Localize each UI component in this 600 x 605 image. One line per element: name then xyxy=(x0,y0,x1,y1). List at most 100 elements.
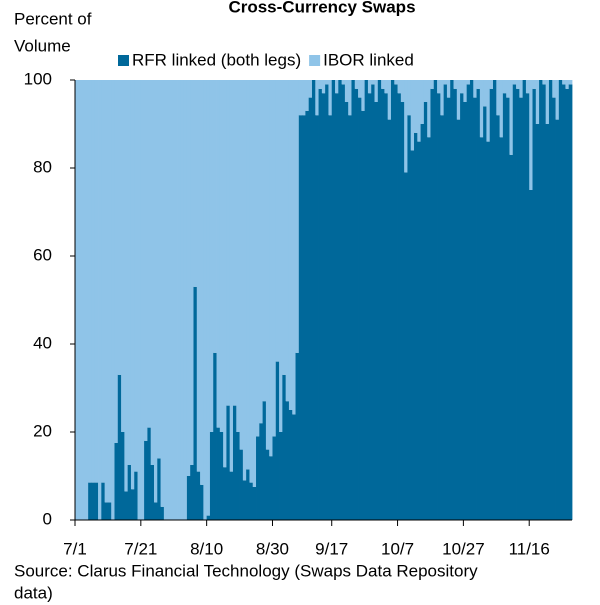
bar-segment xyxy=(186,80,191,476)
bar-segment xyxy=(335,93,339,520)
bar-segment xyxy=(417,80,421,142)
bar-segment xyxy=(440,80,445,116)
bar-segment xyxy=(153,502,158,520)
bar-segment xyxy=(489,88,494,521)
bar-segment xyxy=(252,487,257,520)
bar-segment xyxy=(548,80,553,520)
bar-segment xyxy=(387,80,392,120)
bar-segment xyxy=(249,80,254,483)
bar-segment xyxy=(91,80,96,483)
bar-segment xyxy=(292,414,296,520)
bar-segment xyxy=(456,119,461,520)
bar-segment xyxy=(344,102,349,520)
bar-segment xyxy=(206,80,211,516)
bar-segment xyxy=(384,93,389,520)
bar-segment xyxy=(265,449,270,520)
bar-segment xyxy=(371,80,375,85)
bar-segment xyxy=(157,458,161,520)
bar-segment xyxy=(150,80,155,465)
bar-segment xyxy=(555,80,560,120)
bar-segment xyxy=(282,374,287,520)
bar-segment xyxy=(358,80,362,98)
bar-segment xyxy=(506,97,510,520)
bar-segment xyxy=(502,93,507,520)
bar-segment xyxy=(552,80,556,98)
bar-segment xyxy=(325,84,329,521)
bar-segment xyxy=(282,80,287,375)
bar-segment xyxy=(216,427,221,520)
y-tick-label: 80 xyxy=(33,157,52,176)
bar-segment xyxy=(101,80,106,483)
bar-segment xyxy=(285,401,290,520)
x-tick-label: 7/1 xyxy=(63,539,87,558)
bar-segment xyxy=(430,88,435,521)
bar-segment xyxy=(308,80,313,98)
bar-segment xyxy=(529,190,533,520)
bar-segment xyxy=(88,80,92,483)
bar-segment xyxy=(381,80,385,89)
bar-segment xyxy=(219,80,224,432)
bar-segment xyxy=(223,467,227,520)
bar-segment xyxy=(532,80,537,89)
bar-segment xyxy=(476,88,481,521)
bar-segment xyxy=(305,110,310,521)
bar-segment xyxy=(104,80,109,503)
bar-segment xyxy=(190,80,194,465)
bar-segment xyxy=(473,80,477,98)
bar-segment xyxy=(177,80,181,520)
bar-segment xyxy=(450,80,454,520)
bar-segment xyxy=(417,141,421,520)
legend-swatch xyxy=(118,55,129,66)
bar-segment xyxy=(335,80,339,94)
bar-segment xyxy=(272,436,277,520)
bar-segment xyxy=(404,172,408,520)
bar-segment xyxy=(414,132,418,521)
bar-segment xyxy=(153,80,158,503)
bar-segment xyxy=(302,80,306,116)
bar-segment xyxy=(427,80,431,138)
bar-segment xyxy=(144,80,148,441)
legend-label: RFR linked (both legs) xyxy=(132,50,301,69)
bar-segment xyxy=(262,401,267,520)
bar-segment xyxy=(400,102,405,520)
bar-segment xyxy=(318,80,323,89)
bar-segment xyxy=(354,80,359,89)
bar-segment xyxy=(94,80,99,483)
y-tick-label: 100 xyxy=(24,69,52,88)
bar-segment xyxy=(196,80,201,472)
bar-segment xyxy=(94,482,99,520)
bar-segment xyxy=(256,436,260,520)
bar-segment xyxy=(516,80,520,89)
bar-segment xyxy=(239,449,244,520)
bar-segment xyxy=(404,80,408,173)
bar-segment xyxy=(565,88,570,521)
bar-segment xyxy=(186,476,191,520)
bar-segment xyxy=(568,84,573,521)
bar-segment xyxy=(519,97,524,520)
bar-segment xyxy=(328,115,333,520)
bar-segment xyxy=(292,80,296,415)
bar-segment xyxy=(242,480,247,520)
bar-segment xyxy=(374,80,379,102)
legend-label: IBOR linked xyxy=(323,50,414,69)
bar-segment xyxy=(236,80,240,432)
bar-segment xyxy=(344,80,349,102)
bar-segment xyxy=(107,80,112,503)
y-tick-label: 60 xyxy=(33,245,52,264)
bar-segment xyxy=(374,102,379,520)
bar-segment xyxy=(272,80,277,437)
bar-segment xyxy=(456,80,461,120)
bar-segment xyxy=(364,80,369,520)
bar-segment xyxy=(414,80,418,133)
bar-segment xyxy=(440,115,445,520)
bar-segment xyxy=(466,80,471,85)
bar-segment xyxy=(121,80,125,432)
y-tick-label: 0 xyxy=(43,509,52,528)
bar-segment xyxy=(535,80,540,124)
bar-segment xyxy=(229,80,234,472)
bar-segment xyxy=(295,352,300,520)
bar-segment xyxy=(84,80,89,520)
bar-segment xyxy=(354,88,359,521)
bar-segment xyxy=(341,80,346,85)
bar-segment xyxy=(433,80,438,520)
